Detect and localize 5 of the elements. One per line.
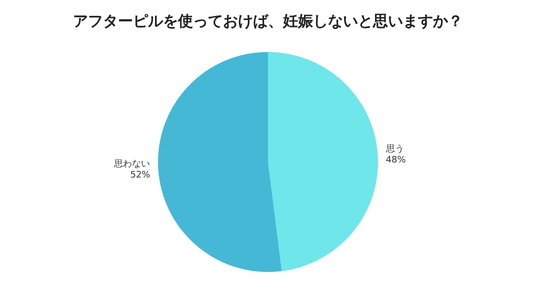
slice-label: 思う [384,143,404,154]
slice-label: 思わない [113,158,150,170]
chart-title: アフターピルを使っておけば、妊娠しないと思いますか？ [72,11,464,32]
data-label: 48% [386,155,406,166]
data-label: 52% [130,170,151,180]
